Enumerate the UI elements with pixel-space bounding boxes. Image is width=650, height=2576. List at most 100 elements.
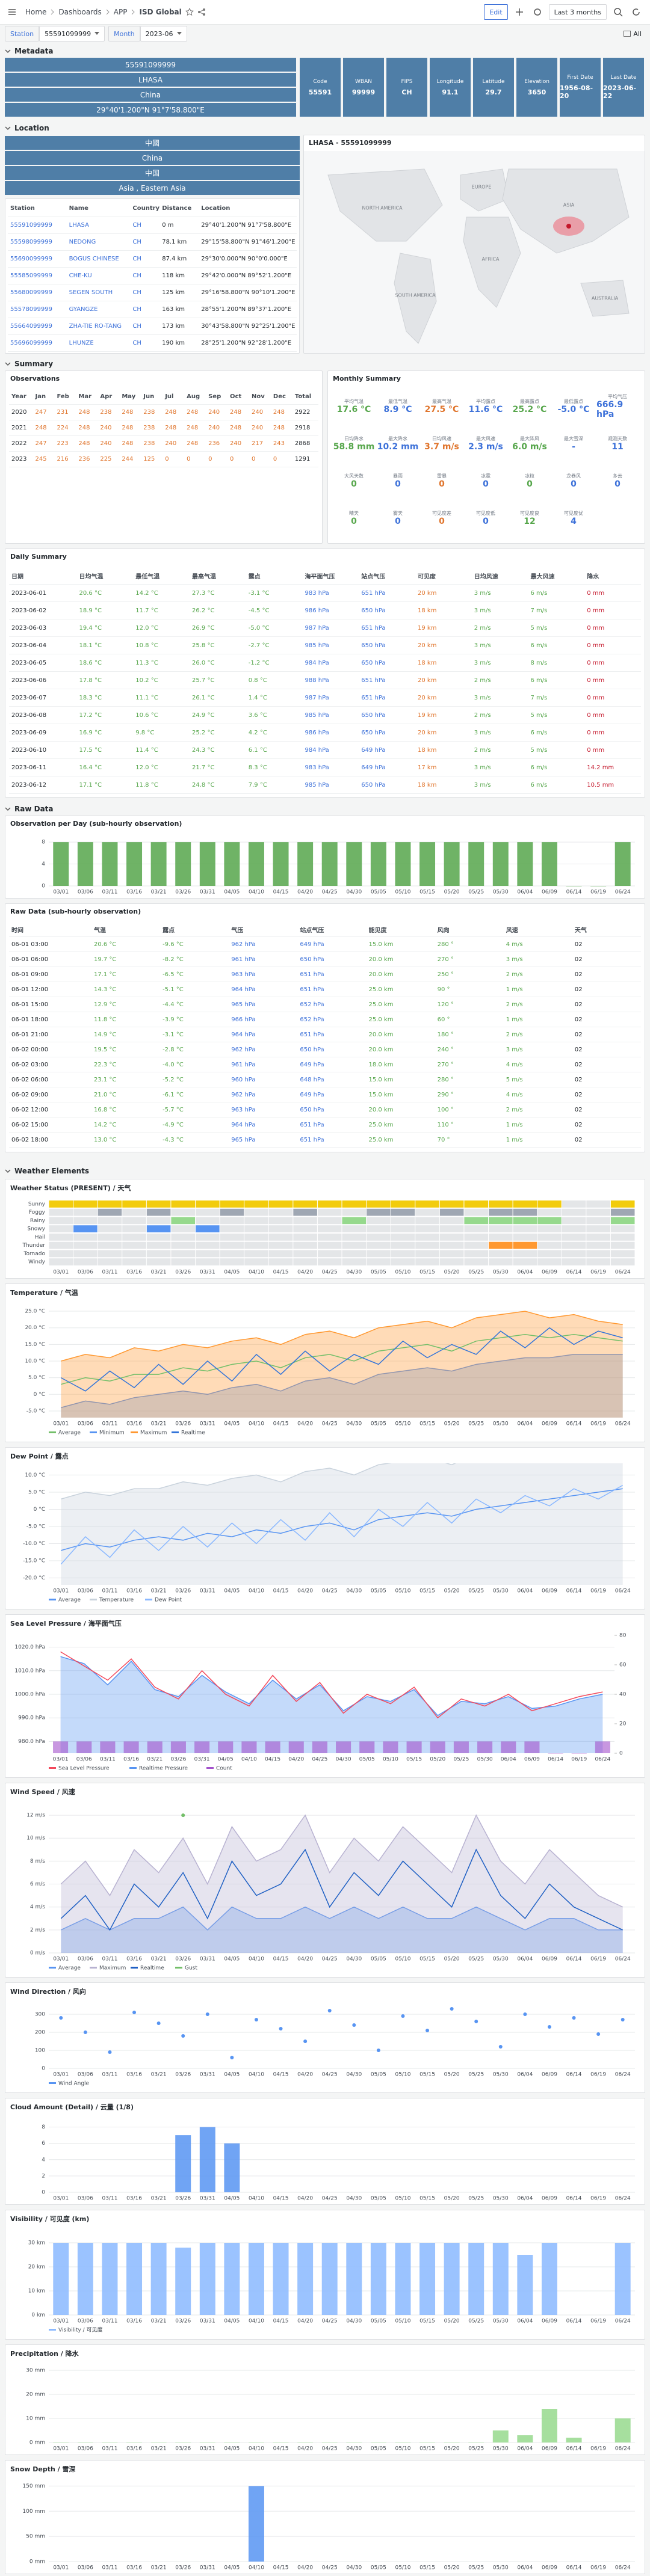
crumb[interactable]: Dashboards <box>58 8 102 16</box>
table-cell: 0 mm <box>584 707 641 724</box>
legend-label[interactable]: Minimum <box>99 1430 125 1436</box>
point <box>181 2034 185 2038</box>
crumb[interactable]: APP <box>113 8 128 16</box>
table-cell: 20.0 km <box>366 1102 435 1117</box>
variable-select[interactable]: 2023-06 <box>140 26 187 41</box>
status-cell <box>146 1208 171 1216</box>
row-title[interactable]: Weather Elements <box>14 1167 90 1175</box>
y-tick-label: 30 mm <box>26 2368 45 2374</box>
table-cell: CH <box>130 318 160 335</box>
table-cell: 650 hPa <box>297 952 367 967</box>
legend-label[interactable]: Realtime <box>181 1430 205 1436</box>
x-tick-label: 06/04 <box>501 1757 516 1763</box>
legend-label[interactable]: Count <box>216 1766 232 1772</box>
legend-label[interactable]: Gust <box>185 1966 197 1972</box>
table-cell: 0.8 °C <box>246 672 303 689</box>
x-tick-label: 05/15 <box>419 1957 435 1963</box>
chevron-path <box>5 1169 11 1173</box>
station-marker[interactable] <box>566 224 571 229</box>
legend-label[interactable]: Maximum <box>99 1966 126 1972</box>
summary-stat: 最大风速 2.3 m/s <box>465 426 507 460</box>
legend-label[interactable]: Wind Angle <box>58 2081 90 2087</box>
x-tick-label: 05/10 <box>395 890 410 896</box>
legend-swatch <box>175 1967 182 1969</box>
x-tick-label: 04/20 <box>297 1588 313 1594</box>
status-cell <box>317 1217 342 1225</box>
all-link[interactable]: All <box>624 30 642 38</box>
crumb[interactable]: Home <box>25 8 47 16</box>
status-cell <box>73 1250 98 1258</box>
bar <box>248 842 264 886</box>
legend-label[interactable]: Realtime Pressure <box>139 1766 188 1772</box>
legend-label[interactable]: Average <box>58 1430 81 1436</box>
table-cell: 60 ° <box>435 1012 504 1027</box>
x-tick-label: 05/15 <box>419 1588 435 1594</box>
status-cell <box>122 1217 146 1225</box>
share-icon[interactable] <box>197 8 206 16</box>
table-cell: 985 hPa <box>302 776 359 794</box>
bar <box>199 2127 215 2192</box>
table-cell: 3 m/s <box>471 724 528 742</box>
row-title[interactable]: Metadata <box>14 47 54 55</box>
x-tick-label: 03/06 <box>76 1757 92 1763</box>
add-icon[interactable] <box>513 5 526 19</box>
x-tick-label: 04/25 <box>322 2446 338 2452</box>
caret <box>176 32 182 35</box>
legend-label[interactable]: Average <box>58 1597 81 1603</box>
x-tick-label: 06/04 <box>517 2565 533 2571</box>
table-cell: 225 <box>98 452 120 467</box>
bar <box>336 1741 351 1753</box>
menu-icon[interactable] <box>7 7 17 17</box>
edit-button[interactable]: Edit <box>484 4 508 20</box>
crumb[interactable]: ISD Global <box>139 8 182 16</box>
status-cell <box>244 1217 268 1225</box>
table-cell: -3.9 °C <box>160 1012 229 1027</box>
bar <box>175 842 191 886</box>
table-cell: 2918 <box>292 420 318 436</box>
row-title[interactable]: Summary <box>14 360 54 368</box>
bar <box>273 2243 289 2315</box>
row-title[interactable]: Location <box>14 124 49 132</box>
table-cell: 5 m/s <box>528 742 585 759</box>
legend-label[interactable]: Sea Level Pressure <box>58 1766 110 1772</box>
table-cell: 18 km <box>415 776 472 794</box>
row-title[interactable]: Raw Data <box>14 805 54 813</box>
legend-label[interactable]: Maximum <box>140 1430 167 1436</box>
legend-label[interactable]: Average <box>58 1966 81 1972</box>
x-tick-label: 04/30 <box>346 1957 362 1963</box>
time-picker[interactable]: Last 3 months <box>548 4 607 20</box>
settings-icon[interactable] <box>531 5 544 19</box>
legend-label[interactable]: Realtime <box>140 1966 164 1972</box>
bar <box>297 2243 314 2315</box>
x-tick-label: 05/30 <box>493 2446 509 2452</box>
x-tick-label: 03/01 <box>53 2446 69 2452</box>
bar <box>444 2243 460 2315</box>
legend-label[interactable]: Temperature <box>99 1597 134 1603</box>
zoom-icon[interactable] <box>611 5 625 19</box>
status-cell <box>489 1225 513 1232</box>
legend-label[interactable]: Visibility / 可见度 <box>58 2326 102 2334</box>
status-label: Snowy <box>27 1226 45 1232</box>
star-icon[interactable] <box>185 8 194 16</box>
status-cell <box>98 1258 122 1265</box>
refresh-icon[interactable] <box>630 5 643 19</box>
summary-value: 27.5 °C <box>424 404 459 414</box>
table-cell: -5.7 °C <box>160 1102 229 1117</box>
panel-title: Monthly Summary <box>333 375 401 383</box>
x-tick-label: 05/15 <box>419 2196 435 2202</box>
table-cell: 25.0 km <box>366 1133 435 1148</box>
status-cell <box>73 1234 98 1241</box>
y-tick-label: 1000.0 hPa <box>14 1692 45 1698</box>
chart-svg: 03/01 03/06 03/11 03/16 03/21 03/26 03/31 04/05… <box>42 840 635 896</box>
point <box>108 2050 112 2054</box>
table-cell: 984 hPa <box>302 654 359 672</box>
chart-svg: 03/01 03/06 03/11 03/16 03/21 03/26 03/31 04/05… <box>28 2240 635 2334</box>
table-cell: -5.2 °C <box>160 1072 229 1087</box>
status-cell <box>146 1234 171 1241</box>
variable-select[interactable]: 55591099999 <box>39 26 105 41</box>
table-cell: 28°25'1.200"N 92°28'1.200"E <box>199 335 297 352</box>
x-tick-label: 04/20 <box>297 2196 313 2202</box>
x-tick-label: 05/20 <box>444 1957 460 1963</box>
land <box>463 217 521 308</box>
legend-label[interactable]: Dew Point <box>155 1597 182 1603</box>
